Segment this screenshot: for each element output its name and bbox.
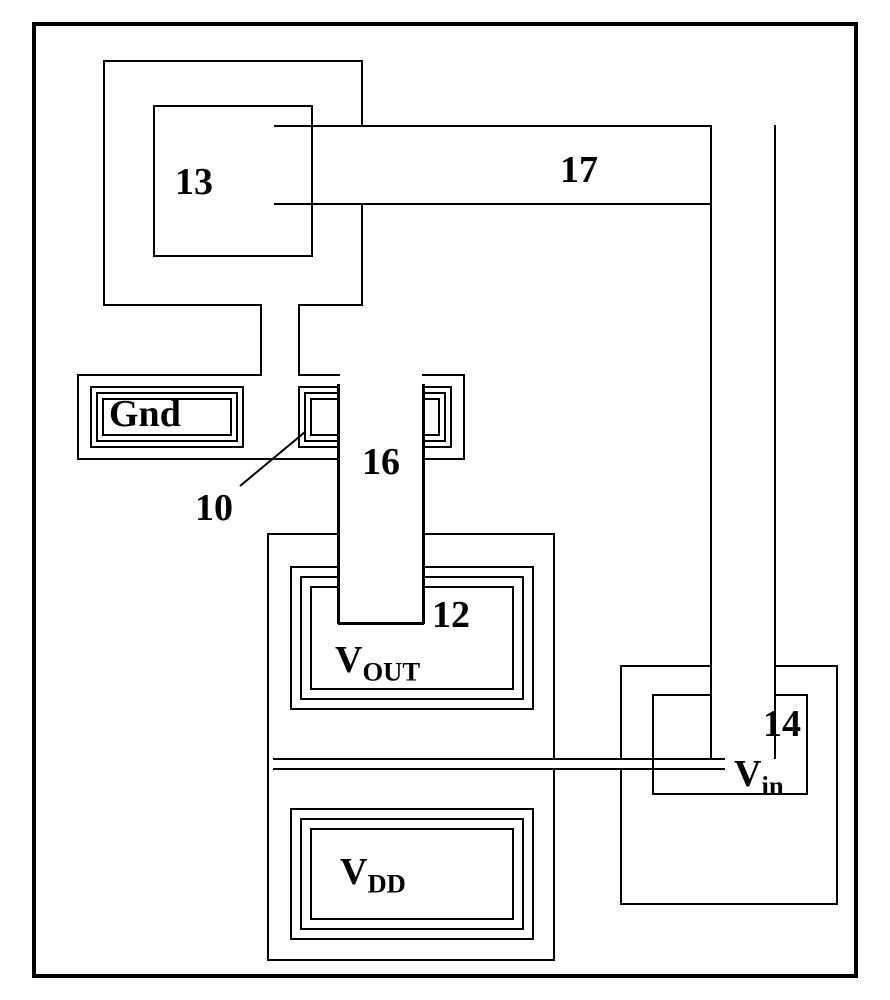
neck-top-patch xyxy=(262,304,298,308)
crossbar-right-patch xyxy=(619,760,623,768)
label-14: 14 xyxy=(763,702,801,746)
vin-inner-top-left xyxy=(652,694,710,696)
trace16-erase-voutcell-top-1 xyxy=(340,575,422,579)
vin-inner-top-right xyxy=(776,694,808,696)
trace16-erase-voutcell-top-0 xyxy=(340,565,422,569)
label-17: 17 xyxy=(560,148,598,192)
label-gnd: Gnd xyxy=(109,392,181,436)
crossbar-left-patch xyxy=(553,760,557,768)
label-16: 16 xyxy=(362,440,400,484)
label-13: 13 xyxy=(175,160,213,204)
trace17-horizontal xyxy=(274,125,776,205)
diagram-canvas: 13 17 Gnd 16 10 12 VOUT VDD 14 Vin xyxy=(0,0,890,1000)
trace16-erase-voutframe-top xyxy=(340,532,422,536)
trace16-right-border xyxy=(423,384,425,624)
trace17-entry-patch xyxy=(361,127,365,203)
label-vdd: VDD xyxy=(340,850,406,900)
trace16-erase-gndframe-top xyxy=(340,373,422,377)
trace16-erase-gr-top-2 xyxy=(340,397,422,401)
trace16-bottom-border xyxy=(338,623,424,625)
label-vin: Vin xyxy=(734,752,784,802)
trace-neck-13-to-gnd xyxy=(260,306,300,374)
trace16-erase-gr-top-1 xyxy=(340,391,422,395)
trace16-erase-gr-top-0 xyxy=(340,385,422,389)
neck-bottom-patch xyxy=(262,373,298,377)
trace16-left-border xyxy=(337,384,339,624)
label-12: 12 xyxy=(432,593,470,637)
trace17-corner-join xyxy=(712,203,774,207)
trace16-erase-gr-bot-2 xyxy=(340,433,422,437)
label-vout: VOUT xyxy=(335,638,420,688)
trace17-vin-entry-patch xyxy=(712,664,774,668)
label-10: 10 xyxy=(195,486,233,530)
trace16-erase-voutcell-top-2 xyxy=(340,585,422,589)
